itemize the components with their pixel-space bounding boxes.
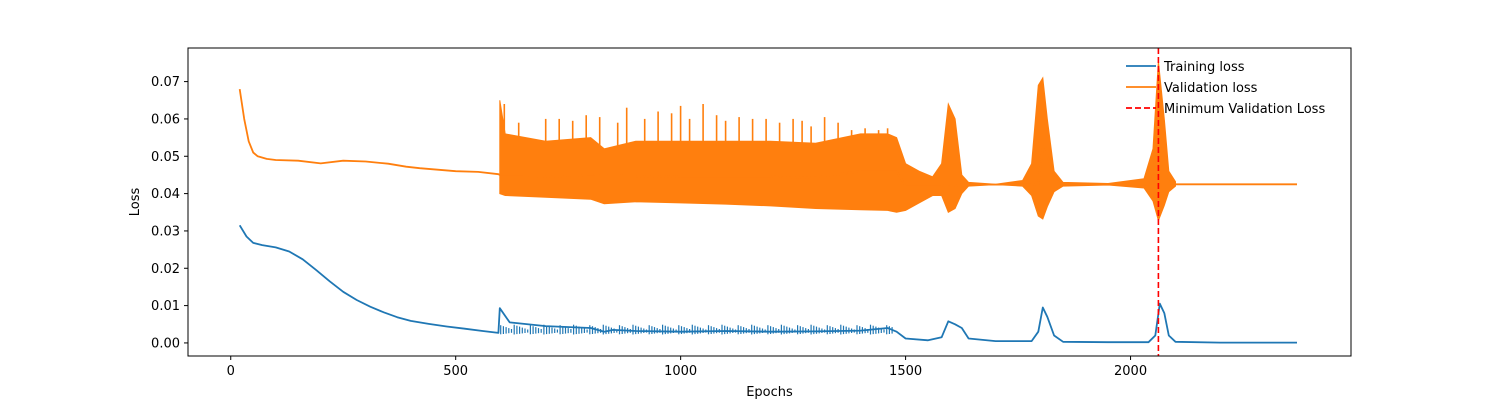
legend-label: Training loss bbox=[1163, 60, 1245, 75]
y-tick-label: 0.07 bbox=[151, 75, 180, 90]
x-tick-label: 1500 bbox=[889, 364, 922, 379]
y-axis-label: Loss bbox=[128, 188, 143, 217]
x-tick-label: 500 bbox=[443, 364, 468, 379]
legend-label: Minimum Validation Loss bbox=[1164, 102, 1325, 117]
y-tick-label: 0.00 bbox=[151, 336, 180, 351]
x-tick-label: 0 bbox=[227, 364, 235, 379]
y-axis: 0.00 0.01 0.02 0.03 0.04 0.05 0.06 0.07 bbox=[151, 75, 188, 351]
validation-loss-line bbox=[238, 88, 1297, 188]
y-tick-label: 0.02 bbox=[151, 262, 180, 277]
plot-frame bbox=[187, 47, 1352, 357]
y-tick-label: 0.04 bbox=[151, 187, 180, 202]
x-axis: 0 500 1000 1500 2000 bbox=[227, 356, 1147, 379]
y-tick-label: 0.01 bbox=[151, 299, 180, 314]
x-tick-label: 1000 bbox=[664, 364, 697, 379]
legend: Training loss Validation loss Minimum Vali… bbox=[1126, 60, 1325, 117]
training-loss-line bbox=[238, 224, 1297, 344]
y-tick-label: 0.06 bbox=[151, 112, 180, 127]
y-tick-label: 0.05 bbox=[151, 150, 180, 165]
legend-label: Validation loss bbox=[1164, 81, 1258, 96]
x-tick-label: 2000 bbox=[1114, 364, 1147, 379]
y-tick-label: 0.03 bbox=[151, 224, 180, 239]
x-axis-label: Epochs bbox=[746, 385, 793, 400]
plot-content bbox=[238, 48, 1297, 356]
